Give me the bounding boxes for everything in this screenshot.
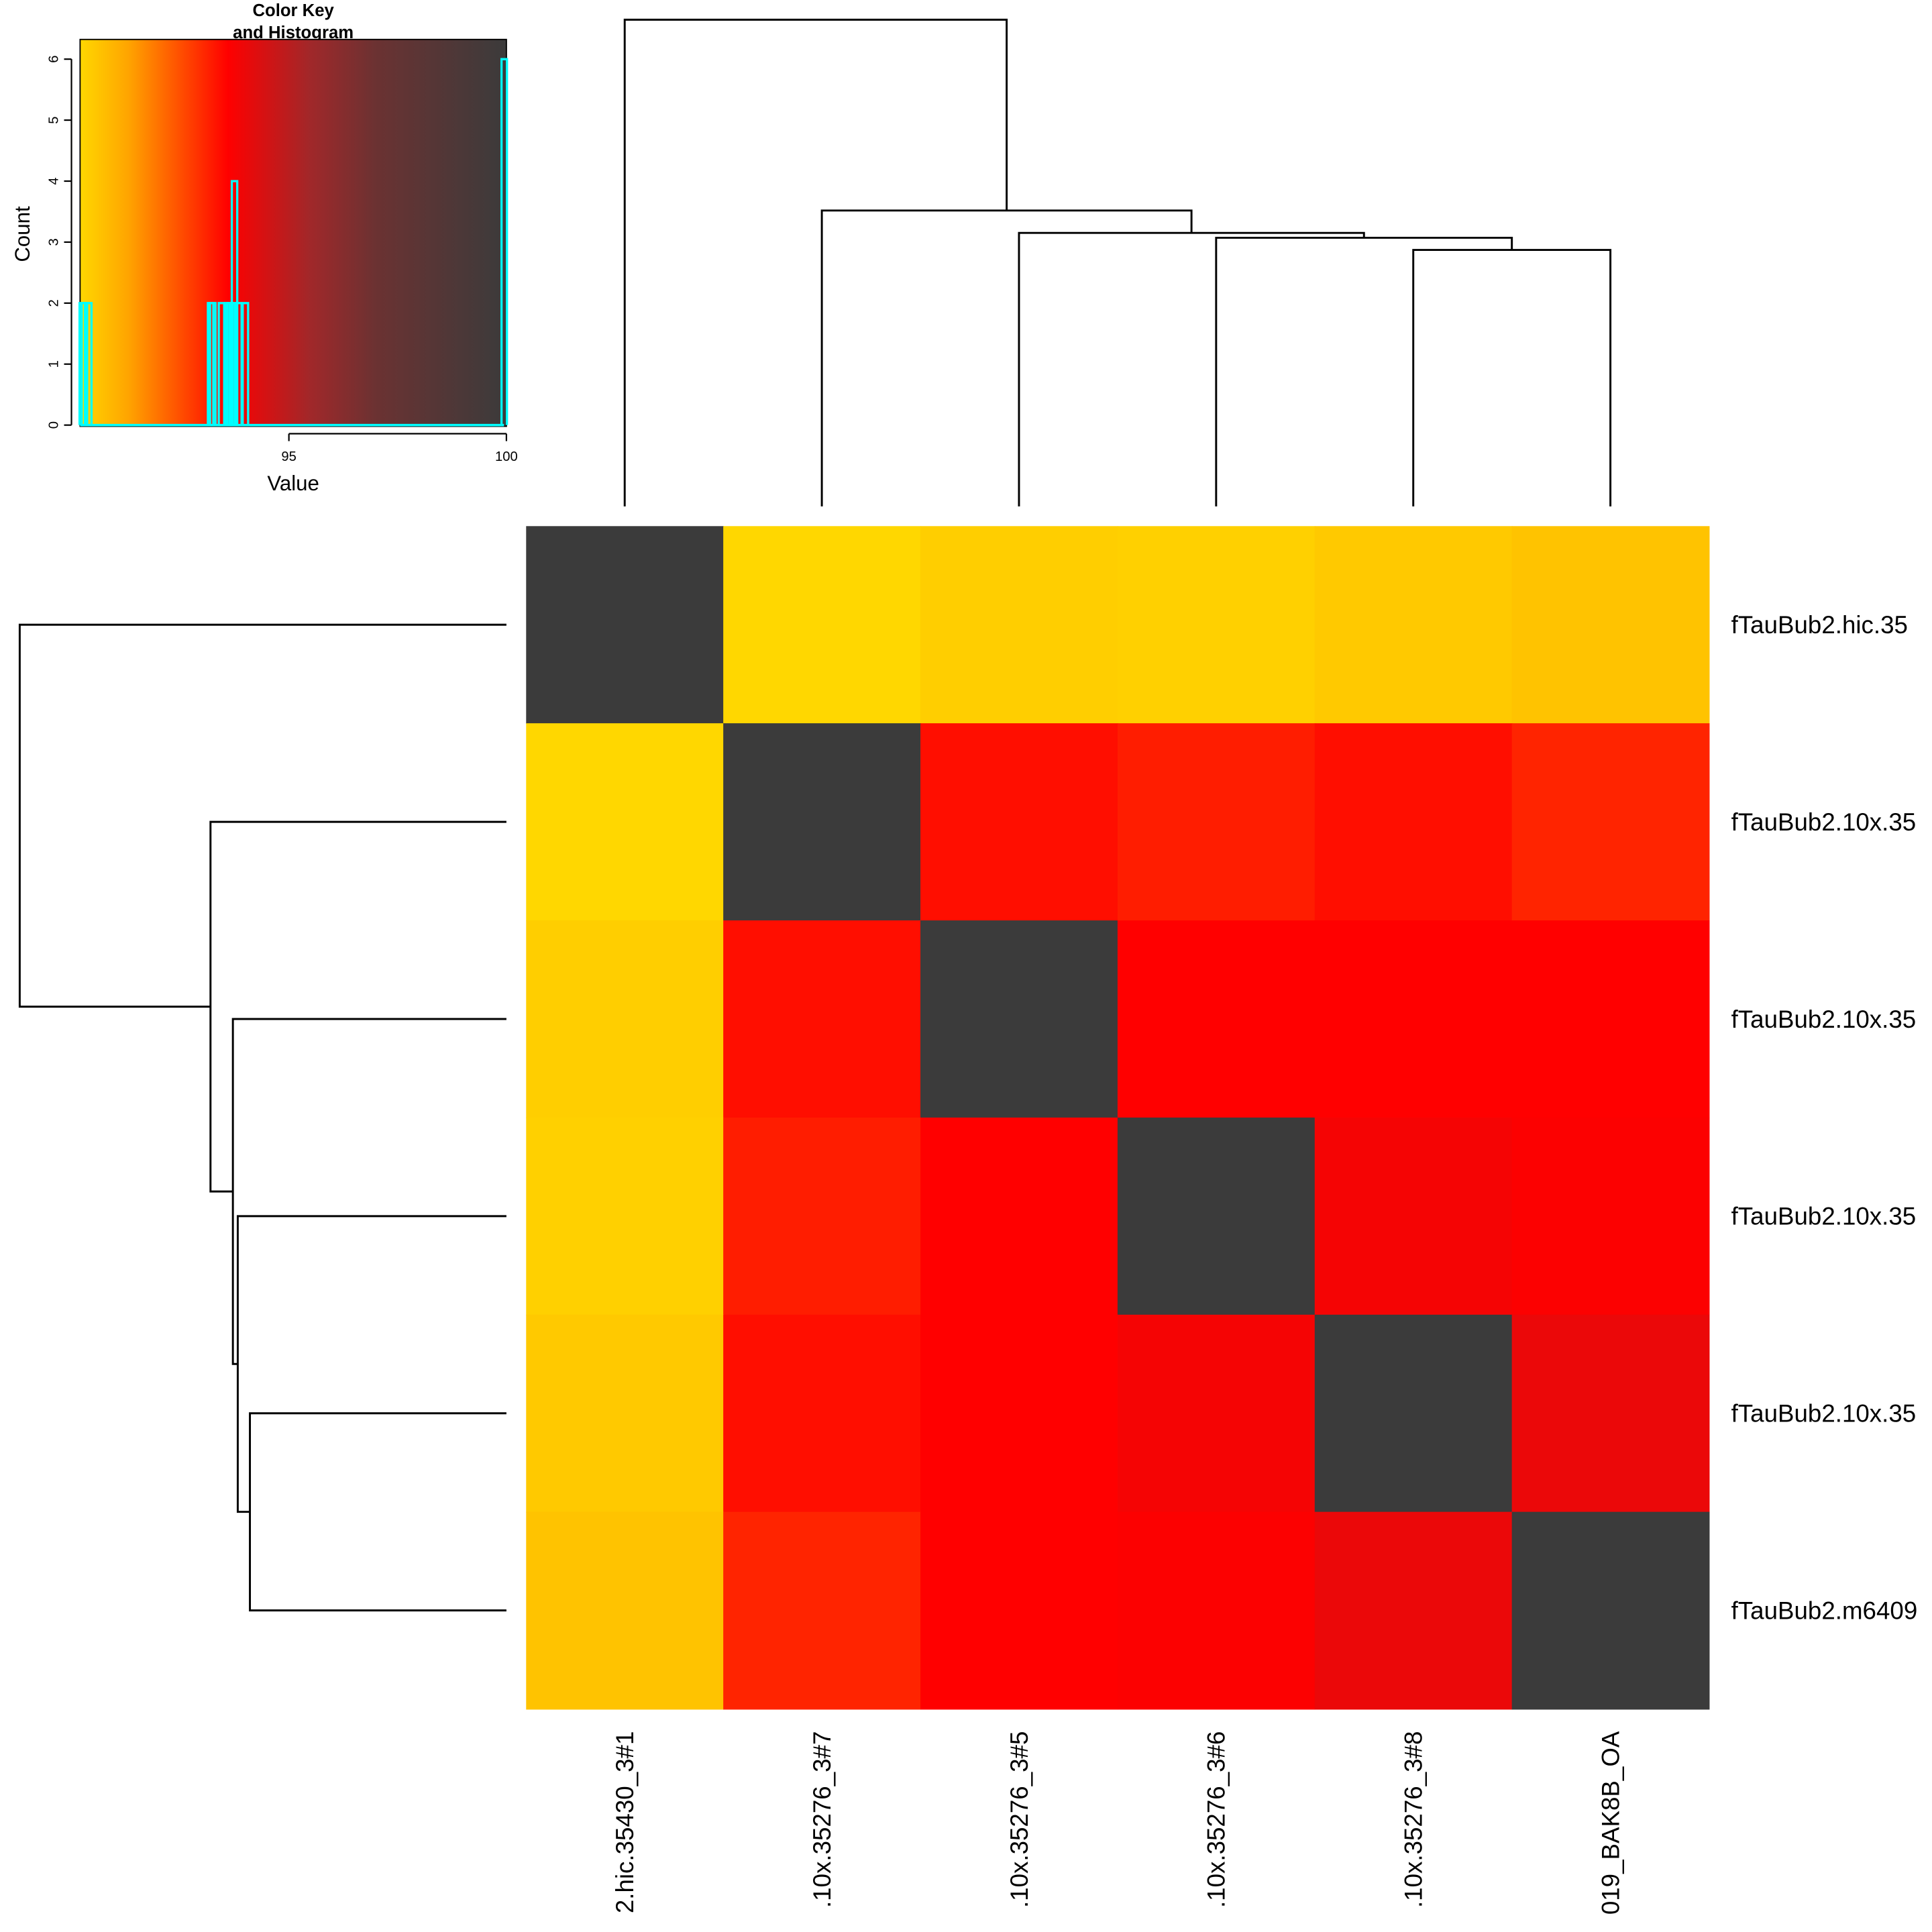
heatmap-cell — [920, 920, 1118, 1118]
column-label: 2.hic.35430_3#1 — [611, 1731, 639, 1914]
row-dendrogram — [18, 623, 506, 1612]
heatmap-cell — [1314, 1511, 1513, 1710]
dendrogram-branch — [1018, 231, 1365, 506]
dendrogram-branch — [820, 209, 1193, 506]
x-tick-label: 100 — [495, 449, 518, 464]
dendrogram-branch — [623, 18, 1008, 506]
heatmap-cell — [723, 920, 921, 1118]
heatmap-cell — [1117, 1511, 1316, 1710]
row-label: fTauBub2.m6409 — [1731, 1597, 1918, 1624]
heatmap-cell — [723, 1314, 921, 1513]
heatmap-cell — [920, 1314, 1118, 1513]
heatmap-cell — [1511, 526, 1710, 724]
histogram-bar — [500, 58, 508, 425]
heatmap-cell — [1117, 920, 1316, 1118]
row-label: fTauBub2.10x.35 — [1731, 1006, 1917, 1033]
heatmap-cell — [526, 526, 724, 724]
heatmap-cell — [526, 920, 724, 1118]
heatmap-cell — [1117, 723, 1316, 921]
heatmap-cell — [1314, 1117, 1513, 1316]
heatmap-cell — [1511, 920, 1710, 1118]
row-label: fTauBub2.10x.35 — [1731, 1400, 1917, 1428]
heatmap-cell — [1511, 1314, 1710, 1513]
heatmap-cell — [1117, 1117, 1316, 1316]
heatmap-cell — [920, 526, 1118, 724]
y-tick-label: 4 — [46, 177, 61, 184]
y-tick-label: 5 — [46, 116, 61, 123]
heatmap-cell — [1511, 723, 1710, 921]
column-label: .10x.35276_3#7 — [808, 1731, 836, 1908]
dendrogram-branch — [236, 1215, 506, 1513]
heatmap-cell — [920, 1117, 1118, 1316]
heatmap-cell — [526, 1314, 724, 1513]
key-axes: 0 1 2 3 4 5 6 95 100 — [46, 56, 517, 464]
heatmap-cell — [526, 1511, 724, 1710]
column-labels: 2.hic.35430_3#1 .10x.35276_3#7 .10x.35276_… — [611, 1731, 1624, 1915]
column-dendrogram — [623, 18, 1612, 506]
x-tick-label: 95 — [281, 449, 296, 464]
heatmap-cell — [526, 1117, 724, 1316]
y-tick-label: 0 — [46, 421, 61, 429]
row-label: fTauBub2.10x.35 — [1731, 1203, 1917, 1230]
column-label: 019_BAK8B_OA — [1597, 1731, 1624, 1915]
column-label: .10x.35276_3#5 — [1006, 1731, 1033, 1908]
heatmap-cell — [920, 723, 1118, 921]
heatmap-cell — [723, 526, 921, 724]
row-label: fTauBub2.hic.35 — [1731, 611, 1908, 639]
histogram-bar — [241, 302, 250, 425]
heatmap-cell — [1117, 526, 1316, 724]
histogram-bar — [85, 302, 93, 425]
dendrogram-branch — [209, 820, 506, 1193]
y-tick-label: 6 — [46, 56, 61, 63]
y-tick-label: 3 — [46, 238, 61, 246]
y-tick-label: 1 — [46, 360, 61, 368]
heatmap-cell — [1511, 1117, 1710, 1316]
dendrogram-branch — [1412, 249, 1612, 506]
histogram-bar — [209, 302, 217, 425]
dendrogram-branch — [249, 1412, 506, 1612]
dendrogram-branch — [1215, 236, 1513, 506]
dendrogram-branch — [231, 1018, 506, 1365]
heatmap-cell — [1511, 1511, 1710, 1710]
row-label: fTauBub2.10x.35 — [1731, 808, 1917, 836]
heatmap-cell — [920, 1511, 1118, 1710]
y-tick-label: 2 — [46, 299, 61, 307]
dendrogram-branch — [18, 623, 506, 1008]
column-label: .10x.35276_3#6 — [1203, 1731, 1230, 1908]
heatmap-cell — [723, 723, 921, 921]
heatmap-cell — [526, 723, 724, 921]
heatmap-cell — [1314, 920, 1513, 1118]
heatmap-cell — [1314, 1314, 1513, 1513]
heatmap-cell — [1314, 526, 1513, 724]
heatmap-cell — [1314, 723, 1513, 921]
histogram — [78, 58, 508, 427]
heatmap-cell — [1117, 1314, 1316, 1513]
row-labels: fTauBub2.hic.35 fTauBub2.10x.35 fTauBub2.1… — [1731, 611, 1918, 1624]
heatmap-cells — [526, 526, 1710, 1710]
key-title: Color Key — [252, 1, 334, 20]
key-gradient — [79, 38, 507, 427]
column-label: .10x.35276_3#8 — [1400, 1731, 1428, 1908]
heatmap-cell — [723, 1511, 921, 1710]
key-xlabel: Value — [267, 472, 319, 495]
key-ylabel: Count — [11, 206, 34, 262]
heatmap-cell — [723, 1117, 921, 1316]
